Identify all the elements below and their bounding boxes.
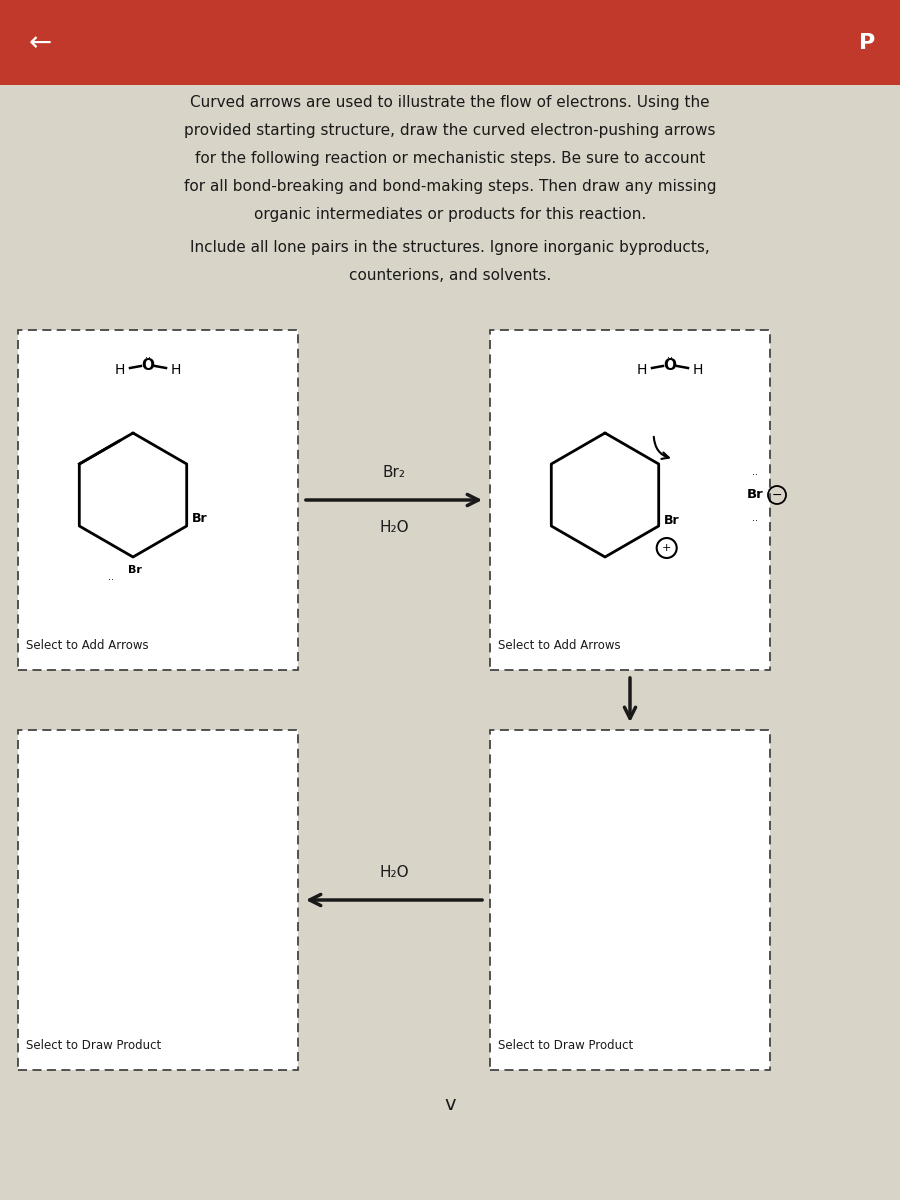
Text: O: O	[141, 358, 155, 372]
Text: Select to Draw Product: Select to Draw Product	[498, 1039, 634, 1052]
Text: H₂O: H₂O	[379, 865, 409, 880]
Bar	[18, 730, 298, 1070]
Text: H: H	[637, 362, 647, 377]
Text: H: H	[115, 362, 125, 377]
Text: −: −	[772, 488, 782, 502]
Text: H₂O: H₂O	[379, 520, 409, 535]
Text: provided starting structure, draw the curved electron-pushing arrows: provided starting structure, draw the cu…	[184, 122, 716, 138]
Text: P: P	[859, 32, 875, 53]
Text: Br: Br	[192, 511, 207, 524]
Text: v: v	[445, 1096, 455, 1115]
Text: Curved arrows are used to illustrate the flow of electrons. Using the: Curved arrows are used to illustrate the…	[190, 95, 710, 110]
Text: Br: Br	[747, 488, 763, 502]
Text: ←: ←	[29, 29, 51, 56]
Bar	[490, 730, 770, 1070]
Text: ..: ..	[145, 350, 151, 360]
Text: for all bond-breaking and bond-making steps. Then draw any missing: for all bond-breaking and bond-making st…	[184, 179, 716, 194]
Text: O: O	[663, 358, 677, 372]
Text: for the following reaction or mechanistic steps. Be sure to account: for the following reaction or mechanisti…	[195, 151, 705, 166]
Text: Br₂: Br₂	[382, 464, 406, 480]
Text: ..: ..	[667, 350, 673, 360]
Text: ..: ..	[752, 467, 758, 476]
Text: ..: ..	[108, 572, 114, 582]
Text: Select to Add Arrows: Select to Add Arrows	[498, 638, 621, 652]
Bar	[490, 330, 770, 670]
Text: organic intermediates or products for this reaction.: organic intermediates or products for th…	[254, 206, 646, 222]
Text: Br: Br	[663, 515, 680, 528]
Text: Select to Draw Product: Select to Draw Product	[26, 1039, 161, 1052]
Text: Br: Br	[128, 565, 142, 575]
Text: counterions, and solvents.: counterions, and solvents.	[349, 268, 551, 283]
Text: Include all lone pairs in the structures. Ignore inorganic byproducts,: Include all lone pairs in the structures…	[190, 240, 710, 254]
Text: H: H	[693, 362, 703, 377]
Bar	[18, 330, 298, 670]
Text: Select to Add Arrows: Select to Add Arrows	[26, 638, 148, 652]
Bar	[0, 0, 900, 85]
Text: +: +	[662, 542, 671, 553]
Text: ..: ..	[752, 514, 758, 523]
Text: H: H	[171, 362, 181, 377]
